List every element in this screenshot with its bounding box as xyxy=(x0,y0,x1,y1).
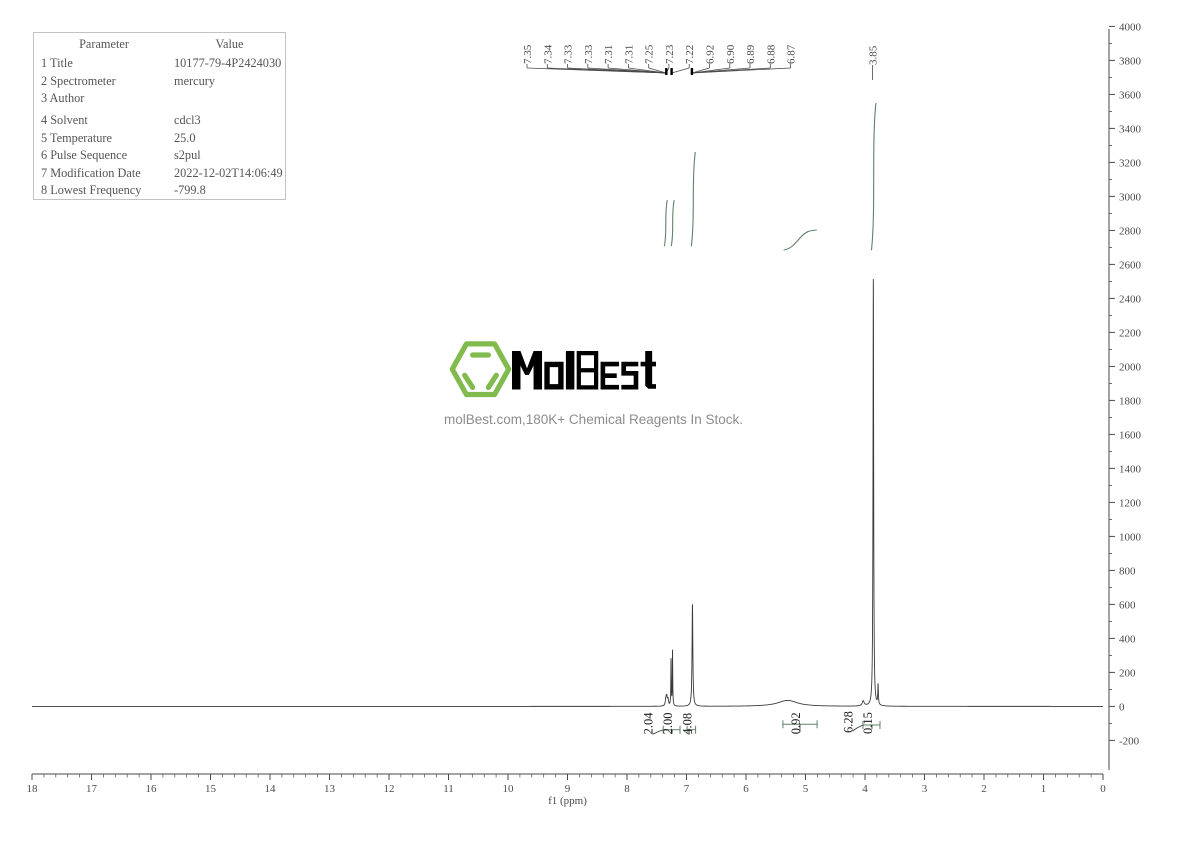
svg-text:14: 14 xyxy=(265,783,277,795)
svg-text:6.88: 6.88 xyxy=(765,44,777,64)
svg-text:1600: 1600 xyxy=(1119,429,1142,441)
svg-text:600: 600 xyxy=(1119,599,1136,611)
svg-text:800: 800 xyxy=(1119,565,1136,577)
svg-text:0.92: 0.92 xyxy=(789,712,803,734)
svg-text:5: 5 xyxy=(803,783,809,795)
svg-text:7.31: 7.31 xyxy=(623,45,635,64)
svg-text:8: 8 xyxy=(624,783,630,795)
svg-text:2: 2 xyxy=(981,783,987,795)
svg-text:2.04: 2.04 xyxy=(642,712,656,735)
svg-text:1200: 1200 xyxy=(1119,497,1142,509)
svg-text:3400: 3400 xyxy=(1119,123,1142,135)
svg-text:17: 17 xyxy=(86,783,98,795)
svg-text:1800: 1800 xyxy=(1119,395,1142,407)
svg-text:6.92: 6.92 xyxy=(705,45,717,64)
svg-text:13: 13 xyxy=(324,783,336,795)
svg-text:6.90: 6.90 xyxy=(725,44,737,64)
svg-text:4.08: 4.08 xyxy=(681,713,695,735)
svg-text:7.33: 7.33 xyxy=(563,44,575,64)
svg-text:3800: 3800 xyxy=(1119,55,1142,67)
svg-text:molBest.com,180K+ Chemical Rea: molBest.com,180K+ Chemical Reagents In S… xyxy=(444,412,743,427)
svg-text:0.15: 0.15 xyxy=(861,712,875,734)
svg-text:11: 11 xyxy=(443,783,454,795)
svg-text:f1 (ppm): f1 (ppm) xyxy=(548,795,587,807)
svg-text:18: 18 xyxy=(27,783,39,795)
svg-text:9: 9 xyxy=(565,783,571,795)
svg-text:2.00: 2.00 xyxy=(661,713,675,735)
svg-text:7.25: 7.25 xyxy=(644,44,656,64)
svg-text:3600: 3600 xyxy=(1119,89,1142,101)
svg-text:12: 12 xyxy=(384,783,395,795)
svg-text:2000: 2000 xyxy=(1119,361,1142,373)
svg-text:2400: 2400 xyxy=(1119,293,1142,305)
svg-text:6.28: 6.28 xyxy=(842,711,856,733)
svg-text:4: 4 xyxy=(862,783,868,795)
svg-text:6.89: 6.89 xyxy=(745,44,757,64)
svg-text:1: 1 xyxy=(1041,783,1047,795)
svg-text:10: 10 xyxy=(503,783,515,795)
svg-text:7: 7 xyxy=(684,783,690,795)
svg-text:4000: 4000 xyxy=(1119,21,1142,33)
svg-text:7.23: 7.23 xyxy=(664,44,676,64)
svg-text:7.34: 7.34 xyxy=(542,44,554,64)
svg-text:1000: 1000 xyxy=(1119,531,1142,543)
svg-text:6.87: 6.87 xyxy=(786,44,798,64)
svg-text:1400: 1400 xyxy=(1119,463,1142,475)
svg-text:3000: 3000 xyxy=(1119,191,1142,203)
svg-text:7.33: 7.33 xyxy=(583,44,595,64)
svg-text:0: 0 xyxy=(1100,783,1106,795)
svg-text:2200: 2200 xyxy=(1119,327,1142,339)
svg-text:0: 0 xyxy=(1119,701,1125,713)
svg-text:2600: 2600 xyxy=(1119,259,1142,271)
svg-text:3200: 3200 xyxy=(1119,157,1142,169)
svg-text:7.22: 7.22 xyxy=(684,45,696,64)
svg-text:200: 200 xyxy=(1119,667,1136,679)
svg-text:400: 400 xyxy=(1119,633,1136,645)
svg-text:6: 6 xyxy=(743,783,749,795)
svg-text:-200: -200 xyxy=(1119,735,1140,747)
svg-text:2800: 2800 xyxy=(1119,225,1142,237)
svg-text:3: 3 xyxy=(922,783,928,795)
svg-text:16: 16 xyxy=(146,783,158,795)
svg-text:7.35: 7.35 xyxy=(522,44,534,64)
svg-text:7.31: 7.31 xyxy=(603,45,615,64)
svg-text:3.85: 3.85 xyxy=(868,45,880,65)
svg-text:15: 15 xyxy=(205,783,217,795)
